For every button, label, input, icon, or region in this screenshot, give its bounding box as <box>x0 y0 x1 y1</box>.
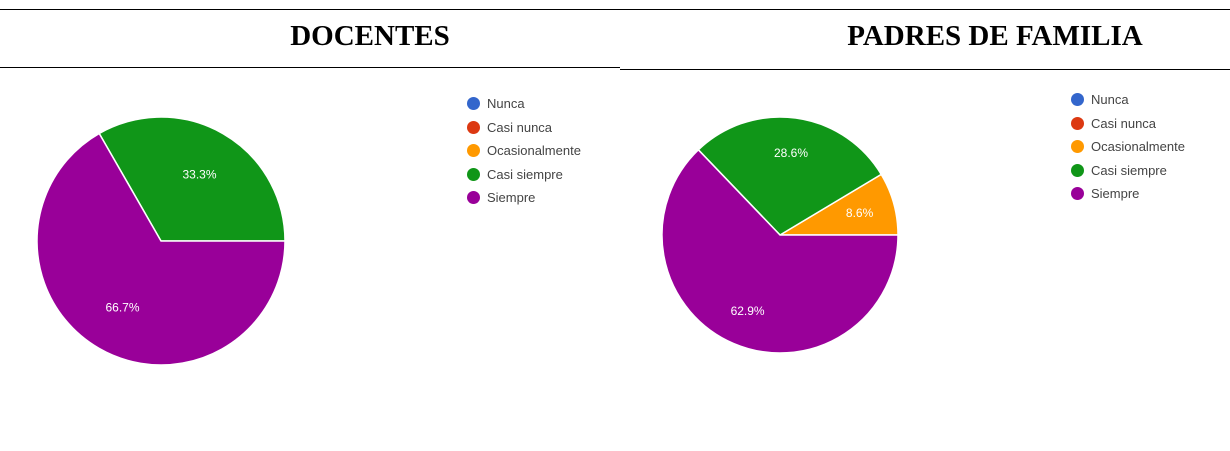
padres-slice-siempre <box>661 148 899 354</box>
header-divider-right <box>620 69 1230 70</box>
legend-swatch <box>467 120 480 134</box>
legend-swatch <box>1071 163 1084 177</box>
legend-swatch <box>1071 187 1084 201</box>
legend-swatch <box>1071 140 1084 154</box>
padres-pie-chart: 8.6% 28.6% 62.9% <box>661 116 899 354</box>
legend-label: Nunca <box>487 96 525 112</box>
docentes-heading: DOCENTES <box>290 20 450 52</box>
legend-label: Casi siempre <box>487 166 563 182</box>
padres-label-siempre: 62.9% <box>731 304 765 318</box>
legend-item: Siempre <box>1071 182 1185 206</box>
top-rule <box>0 9 1230 10</box>
legend-swatch <box>467 191 480 205</box>
legend-item: Nunca <box>467 92 581 116</box>
docentes-slice-casi-siempre <box>98 116 286 242</box>
legend-item: Ocasionalmente <box>467 139 581 163</box>
docentes-label-casi-siempre: 33.3% <box>182 168 216 182</box>
docentes-legend: Nunca Casi nunca Ocasionalmente Casi siempr… <box>467 92 581 210</box>
legend-label: Ocasionalmente <box>487 143 581 159</box>
legend-label: Siempre <box>1091 186 1140 202</box>
legend-label: Nunca <box>1091 92 1129 108</box>
padres-legend: Nunca Casi nunca Ocasionalmente Casi siempr… <box>1071 88 1185 206</box>
legend-item: Casi siempre <box>467 163 581 187</box>
header-divider-left <box>0 67 620 68</box>
legend-item: Casi nunca <box>1071 112 1185 136</box>
legend-swatch <box>467 144 480 158</box>
legend-swatch <box>1071 116 1084 130</box>
legend-label: Ocasionalmente <box>1091 139 1185 155</box>
docentes-pie-chart: 33.3% 66.7% <box>36 116 286 366</box>
legend-swatch <box>467 167 480 181</box>
padres-heading: PADRES DE FAMILIA <box>847 20 1143 52</box>
padres-label-ocasionalmente: 8.6% <box>846 206 874 220</box>
legend-swatch <box>1071 93 1084 107</box>
legend-label: Casi nunca <box>1091 115 1157 131</box>
legend-item: Casi nunca <box>467 116 581 140</box>
legend-item: Casi siempre <box>1071 159 1185 183</box>
docentes-slice-siempre <box>36 132 286 366</box>
docentes-label-siempre: 66.7% <box>105 301 139 315</box>
legend-item: Siempre <box>467 186 581 210</box>
padres-slice-casi-siempre <box>697 116 883 236</box>
legend-label: Siempre <box>487 190 536 206</box>
legend-label: Casi nunca <box>487 119 553 135</box>
padres-label-casi-siempre: 28.6% <box>774 146 808 160</box>
legend-label: Casi siempre <box>1091 162 1167 178</box>
legend-item: Ocasionalmente <box>1071 135 1185 159</box>
legend-swatch <box>467 97 480 111</box>
legend-item: Nunca <box>1071 88 1185 112</box>
